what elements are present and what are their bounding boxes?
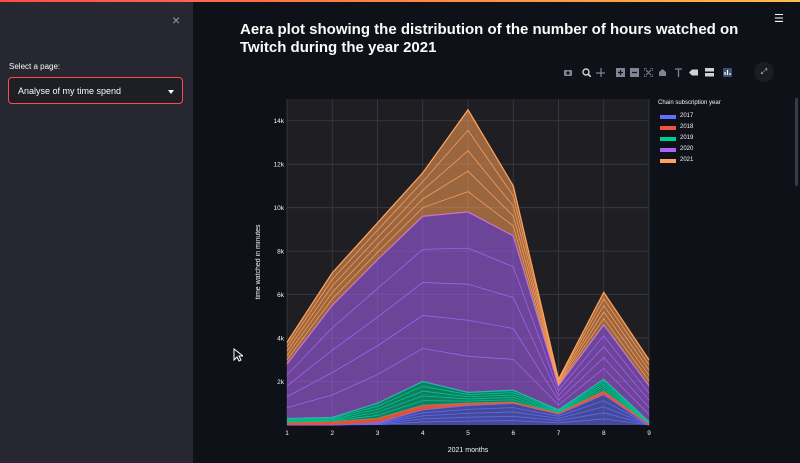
page-select-value: Analyse of my time spend (18, 86, 122, 96)
fullscreen-expand-button[interactable]: ⤢ (754, 62, 774, 82)
stream-line-2018 (286, 393, 650, 426)
mouse-cursor-icon (233, 348, 243, 362)
sidebar: × Select a page: Analyse of my time spen… (0, 2, 193, 463)
hover-compare-icon[interactable] (705, 68, 714, 77)
x-tick-label: 4 (421, 430, 425, 437)
x-tick-label: 3 (376, 430, 380, 437)
stream-line-2017 (287, 400, 650, 426)
y-axis-label: time watched in minutes (255, 224, 262, 300)
legend-swatch (660, 137, 676, 141)
x-tick-label: 1 (285, 430, 289, 437)
camera-icon[interactable] (563, 68, 572, 77)
y-tick-label: 10k (274, 205, 285, 212)
main-scrollbar[interactable] (795, 98, 798, 186)
x-tick-label: 7 (557, 430, 561, 437)
zoom-in-icon[interactable] (616, 68, 625, 77)
x-tick-label: 8 (602, 430, 606, 437)
stream-line-2021 (286, 191, 650, 386)
close-sidebar-icon[interactable]: × (172, 12, 181, 28)
y-tick-label: 14k (274, 118, 285, 125)
legend-label: 2017 (680, 113, 694, 119)
x-axis-label: 2021 months (448, 447, 489, 454)
page-title: Aera plot showing the distribution of th… (240, 21, 739, 56)
stream-line-2019 (286, 386, 650, 424)
legend-swatch (660, 115, 676, 119)
y-tick-label: 6k (277, 292, 285, 299)
legend-label: 2018 (680, 124, 694, 130)
legend-label: 2021 (680, 157, 694, 163)
y-tick-label: 2k (277, 379, 285, 386)
spike-lines-icon[interactable] (674, 68, 683, 77)
stream-line-2021 (286, 170, 650, 385)
legend-swatch (660, 148, 676, 152)
pan-icon[interactable] (596, 68, 605, 77)
page-select[interactable]: Analyse of my time spend (8, 77, 183, 104)
stream-line-2020 (286, 348, 650, 415)
legend-label: 2020 (680, 146, 694, 152)
area-series-2017 (287, 394, 649, 425)
legend-label: 2019 (680, 135, 694, 141)
zoom-out-icon[interactable] (630, 68, 639, 77)
stream-line-2018 (286, 392, 650, 425)
zoom-icon[interactable] (582, 68, 591, 77)
chart-ticks: 2k 4k 6k 8k 10k 12k 14k 1 2 3 4 5 6 7 8 9 (274, 118, 652, 437)
top-decoration-bar (0, 0, 800, 2)
x-tick-label: 2 (330, 430, 334, 437)
stream-line-2020 (286, 247, 650, 394)
area-chart: 2k 4k 6k 8k 10k 12k 14k 1 2 3 4 5 6 7 8 9 2021 months t… (255, 99, 652, 454)
stream-line-2020 (286, 282, 650, 401)
line-series-2021 (286, 108, 650, 382)
area-series-2020 (287, 212, 649, 422)
hamburger-menu-icon[interactable]: ☰ (774, 13, 784, 25)
x-tick-label: 5 (466, 430, 470, 437)
stream-line-2018 (286, 391, 650, 425)
stream-line-2019 (286, 383, 650, 423)
y-tick-label: 4k (277, 336, 285, 343)
legend-swatch (660, 159, 676, 163)
stream-line-2020 (286, 315, 650, 408)
autoscale-icon[interactable] (644, 68, 653, 77)
chevron-down-icon[interactable] (168, 90, 174, 94)
stream-line-2019 (286, 388, 650, 424)
chart-areas (286, 108, 650, 426)
plotly-logo-icon[interactable] (723, 68, 732, 77)
legend-title: Chain subscription year (658, 100, 721, 106)
reset-axes-icon[interactable] (658, 68, 667, 77)
stream-line-2021 (286, 150, 650, 384)
stream-line-2018 (286, 392, 650, 425)
x-tick-label: 6 (511, 430, 515, 437)
area-series-2021 (287, 109, 649, 386)
stream-line-2021 (286, 129, 650, 382)
y-tick-label: 8k (277, 249, 285, 256)
legend-swatch (660, 126, 676, 130)
page-select-label: Select a page: (9, 62, 61, 71)
stream-line-2019 (286, 381, 650, 423)
y-tick-label: 12k (274, 162, 285, 169)
x-tick-label: 9 (647, 430, 651, 437)
hover-closest-icon[interactable] (689, 68, 698, 77)
